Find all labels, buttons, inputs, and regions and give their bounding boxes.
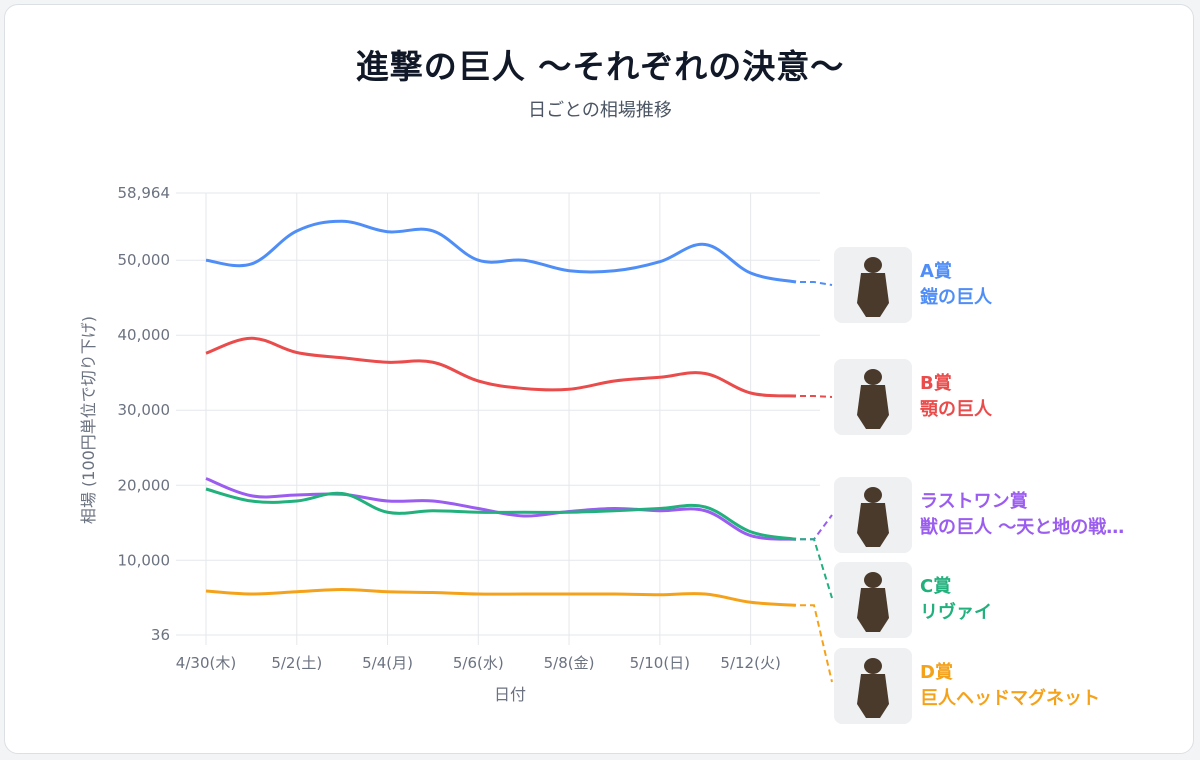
series-line-0 <box>205 219 797 284</box>
y-tick-label: 20,000 <box>118 476 171 494</box>
x-tick-label: 5/10(日) <box>630 654 690 672</box>
legend-grade: ラストワン賞 <box>920 490 1028 512</box>
x-axis-label: 日付 <box>494 685 526 704</box>
series-line-3 <box>205 487 797 541</box>
legend-grade: D賞 <box>920 661 953 683</box>
y-axis-ticks: 58,964 50,000 40,000 30,000 20,000 10,000 36 <box>118 184 171 644</box>
chart-subtitle: 日ごとの相場推移 <box>528 100 672 121</box>
figure-head-icon <box>864 257 882 273</box>
x-tick-label: 5/2(土) <box>271 654 322 672</box>
legend-connector <box>800 538 833 599</box>
chart-title: 進撃の巨人 ～それぞれの決意～ <box>355 47 845 86</box>
y-tick-label: 58,964 <box>118 184 171 202</box>
legend-name: 獣の巨人 ～天と地の戦… <box>920 516 1124 538</box>
figure-body-icon <box>857 674 889 718</box>
y-axis-label: 相場 (100円単位で切り下げ) <box>79 316 98 524</box>
figure-body-icon <box>857 588 889 632</box>
legend-connectors <box>800 280 833 683</box>
y-tick-label: 40,000 <box>118 326 171 344</box>
grid <box>176 192 820 645</box>
legend-grade: B賞 <box>920 372 952 394</box>
x-axis-ticks: 4/30(木) 5/2(土) 5/4(月) 5/6(水) 5/8(金) 5/10(日) 5/… <box>176 654 781 672</box>
x-tick-label: 5/8(金) <box>544 654 595 672</box>
legend-connector <box>800 604 833 683</box>
figure-head-icon <box>864 487 882 503</box>
figure-head-icon <box>864 369 882 385</box>
legend-grade: C賞 <box>920 575 951 597</box>
figure-body-icon <box>857 503 889 547</box>
legend-connector <box>800 394 833 398</box>
y-tick-label: 30,000 <box>118 401 171 419</box>
figure-head-icon <box>864 658 882 674</box>
legend-connector <box>800 514 833 541</box>
figure-body-icon <box>857 385 889 429</box>
legend-name: リヴァイ <box>920 601 992 623</box>
series-line-4 <box>205 588 797 607</box>
x-tick-label: 5/4(月) <box>362 654 413 672</box>
x-tick-label: 4/30(木) <box>176 654 236 672</box>
y-tick-label: 36 <box>151 626 170 644</box>
legend-name: 巨人ヘッドマグネット <box>920 687 1100 709</box>
chart-card <box>4 4 1194 754</box>
legend-name: 顎の巨人 <box>920 399 993 420</box>
y-tick-label: 50,000 <box>118 251 171 269</box>
legend-grade: A賞 <box>920 260 952 282</box>
legend-name: 鎧の巨人 <box>920 286 993 308</box>
y-tick-label: 10,000 <box>118 551 171 569</box>
figure-body-icon <box>857 273 889 317</box>
series-lines <box>205 219 797 607</box>
x-tick-label: 5/12(火) <box>720 654 780 672</box>
x-tick-label: 5/6(水) <box>453 654 504 672</box>
series-line-1 <box>205 336 797 398</box>
figure-head-icon <box>864 572 882 588</box>
legend-connector <box>800 280 833 286</box>
